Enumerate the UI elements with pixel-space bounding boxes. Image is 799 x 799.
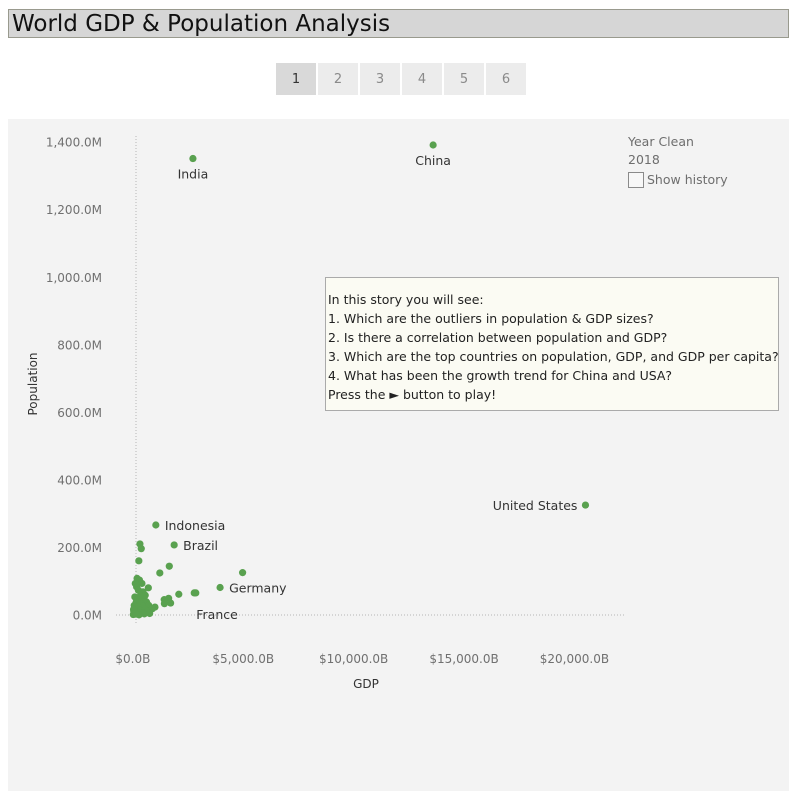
x-axis-title: GDP [353, 677, 379, 691]
country-point[interactable] [238, 569, 247, 577]
point-india[interactable] [189, 154, 197, 163]
x-tick-label: $15,000.0B [429, 652, 498, 666]
y-tick-label: 600.0M [57, 406, 102, 420]
country-point[interactable] [165, 562, 173, 570]
country-point[interactable] [175, 590, 183, 598]
y-tick-label: 1,200.0M [46, 203, 102, 217]
x-tick-label: $10,000.0B [319, 652, 388, 666]
country-point[interactable] [135, 557, 143, 565]
country-point[interactable] [137, 545, 145, 553]
legend-label: Year Clean [628, 134, 694, 149]
y-tick-label: 1,000.0M [46, 271, 102, 285]
label-brazil: Brazil [183, 538, 218, 553]
point-germany[interactable] [216, 583, 224, 592]
y-tick-label: 800.0M [57, 338, 102, 352]
label-india: India [178, 167, 209, 182]
country-point[interactable] [192, 589, 200, 597]
show-history-label: Show history [647, 172, 728, 187]
point-china[interactable] [429, 141, 437, 149]
info-line-play: Press the ► button to play! [328, 387, 497, 402]
info-line-3: 3. Which are the top countries on popula… [328, 349, 779, 364]
info-line-4: 4. What has been the growth trend for Ch… [328, 368, 673, 383]
country-point[interactable] [134, 586, 142, 594]
point-indonesia[interactable] [152, 521, 160, 529]
point-united-states[interactable] [581, 501, 590, 509]
point-labels: China India United States Indonesia Brazil Ge… [165, 153, 578, 622]
country-point[interactable] [131, 579, 139, 588]
country-point[interactable] [160, 600, 169, 608]
x-tick-label: $5,000.0B [212, 652, 274, 666]
story-point-4[interactable]: 4 [402, 63, 442, 95]
label-germany: Germany [229, 580, 287, 595]
label-france: France [196, 607, 238, 622]
y-tick-label: 1,400.0M [46, 136, 102, 150]
show-history-checkbox[interactable] [628, 172, 644, 188]
country-point[interactable] [144, 584, 152, 592]
data-points[interactable] [129, 141, 590, 619]
page-title: World GDP & Population Analysis [12, 11, 391, 37]
y-axis-title: Population [26, 352, 40, 415]
info-line-1: 1. Which are the outliers in population … [328, 311, 654, 326]
country-point[interactable] [141, 591, 149, 599]
x-axis-ticks: $0.0B $5,000.0B $10,000.0B $15,000.0B $20,00… [115, 652, 609, 666]
label-indonesia: Indonesia [165, 518, 225, 533]
dashboard-panel: 0.0M 200.0M 400.0M 600.0M 800.0M 1,000.0M 1,20… [8, 119, 789, 791]
info-line-intro: In this story you will see: [328, 292, 484, 307]
story-point-5[interactable]: 5 [444, 63, 484, 95]
year-filter-legend: Year Clean 2018 Show history [628, 133, 728, 189]
story-point-3[interactable]: 3 [360, 63, 400, 95]
story-point-1[interactable]: 1 [276, 63, 316, 95]
story-info-box: In this story you will see: 1. Which are… [325, 277, 779, 411]
y-axis-ticks: 0.0M 200.0M 400.0M 600.0M 800.0M 1,000.0M 1,20… [46, 136, 102, 623]
country-point[interactable] [156, 569, 164, 577]
info-line-2: 2. Is there a correlation between popula… [328, 330, 668, 345]
story-navigator: 1 2 3 4 5 6 [276, 63, 528, 95]
point-brazil[interactable] [170, 541, 178, 549]
scatter-chart[interactable]: 0.0M 200.0M 400.0M 600.0M 800.0M 1,000.0M 1,20… [8, 119, 789, 791]
x-tick-label: $20,000.0B [540, 652, 609, 666]
legend-year-value: 2018 [628, 152, 660, 167]
country-point[interactable] [146, 609, 154, 618]
y-tick-label: 200.0M [57, 541, 102, 555]
show-history-toggle[interactable]: Show history [628, 171, 728, 189]
title-bar: World GDP & Population Analysis [8, 9, 789, 38]
story-point-6[interactable]: 6 [486, 63, 526, 95]
y-tick-label: 400.0M [57, 473, 102, 487]
label-united-states: United States [493, 498, 578, 513]
x-tick-label: $0.0B [115, 652, 150, 666]
story-point-2[interactable]: 2 [318, 63, 358, 95]
country-point[interactable] [129, 605, 138, 614]
label-china: China [415, 153, 451, 168]
y-tick-label: 0.0M [73, 609, 102, 623]
country-point[interactable] [138, 579, 146, 588]
